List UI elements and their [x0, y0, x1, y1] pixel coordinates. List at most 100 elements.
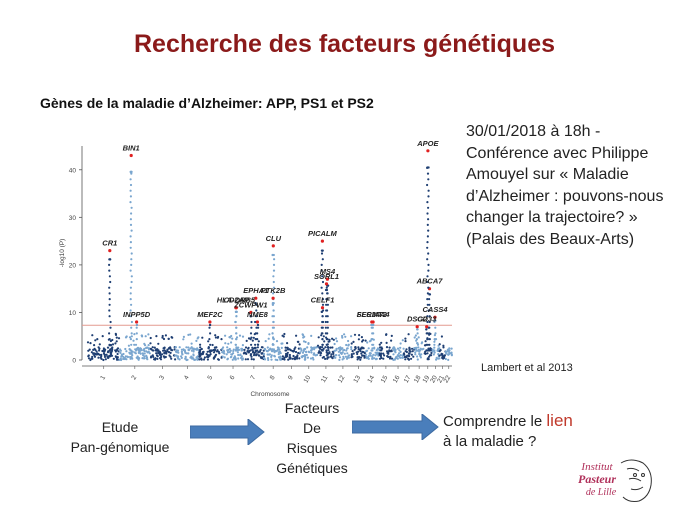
snp-point — [308, 351, 311, 354]
snp-point — [153, 346, 156, 349]
snp-point — [209, 343, 212, 346]
snp-point — [365, 349, 369, 352]
snp-point — [380, 349, 383, 352]
snp-point — [214, 334, 217, 337]
snp-point — [240, 355, 243, 358]
snp-point — [145, 356, 149, 359]
snp-point — [277, 353, 280, 356]
snp-point — [397, 352, 401, 355]
snp-point — [388, 346, 391, 349]
snp-point — [321, 292, 324, 295]
snp-point — [130, 320, 133, 324]
snp-point — [199, 348, 202, 351]
snp-point — [324, 320, 327, 324]
snp-point — [130, 258, 133, 261]
snp-point — [214, 353, 218, 356]
snp-point — [225, 353, 228, 356]
snp-point — [199, 352, 202, 355]
snp-point — [276, 348, 279, 351]
snp-point — [352, 352, 355, 355]
snp-point — [177, 355, 180, 358]
citation: Lambert et al 2013 — [481, 362, 573, 374]
snp-point — [385, 341, 388, 344]
snp-point — [328, 352, 331, 355]
snp-point — [197, 348, 200, 351]
snp-point — [177, 351, 180, 354]
snp-point — [334, 354, 337, 357]
snp-point — [412, 355, 415, 358]
snp-point — [130, 326, 133, 329]
snp-point — [359, 356, 363, 359]
snp-point — [341, 347, 344, 350]
snp-point — [229, 349, 232, 352]
snp-point — [283, 358, 286, 361]
snp-point — [272, 349, 275, 352]
snp-point — [198, 355, 201, 358]
snp-point — [112, 357, 115, 360]
snp-point — [435, 358, 438, 361]
snp-point — [296, 354, 299, 357]
snp-point — [324, 326, 327, 329]
snp-point — [310, 351, 313, 354]
snp-point — [94, 348, 97, 352]
snp-point — [397, 354, 400, 357]
snp-point — [241, 357, 244, 360]
gene-label: MEF2C — [197, 310, 223, 319]
snp-point — [371, 326, 374, 329]
snp-point — [425, 328, 428, 331]
x-tick-label: 13 — [352, 374, 362, 384]
gene-label: SORL1 — [314, 272, 339, 281]
snp-point — [86, 341, 90, 344]
snp-point — [161, 336, 164, 339]
snp-point — [130, 252, 133, 255]
gene-label: ZCWPW1 — [233, 300, 267, 309]
snp-point — [374, 358, 378, 361]
flow-step-risk-factors: Facteurs De Risques Génétiques — [262, 398, 362, 478]
snp-point — [93, 344, 96, 347]
snp-point — [416, 343, 420, 346]
snp-point — [249, 332, 253, 335]
snp-point — [108, 349, 111, 352]
snp-point — [146, 358, 149, 361]
snp-point — [129, 241, 132, 244]
lead-snp-point — [426, 149, 430, 153]
snp-point — [130, 351, 133, 354]
snp-point — [130, 263, 133, 266]
snp-point — [90, 357, 93, 360]
snp-point — [338, 354, 341, 357]
snp-point — [347, 355, 350, 358]
snp-point — [192, 353, 195, 356]
snp-point — [399, 354, 402, 357]
snp-point — [195, 339, 198, 342]
snp-point — [410, 357, 413, 360]
snp-point — [426, 292, 429, 295]
snp-point — [130, 332, 133, 335]
snp-point — [390, 339, 393, 342]
snp-point — [350, 335, 353, 338]
snp-point — [108, 275, 111, 278]
x-tick-label: 11 — [320, 374, 330, 384]
snp-point — [417, 346, 420, 349]
snp-point — [380, 346, 383, 349]
flow-step-line: à la maladie ? — [443, 433, 537, 450]
snp-point — [244, 352, 247, 355]
snp-point — [192, 347, 195, 350]
snp-point — [416, 342, 419, 345]
snp-point — [130, 206, 133, 209]
gene-label: CD2AP — [224, 296, 250, 305]
snp-point — [255, 354, 258, 357]
snp-point — [283, 332, 286, 336]
lead-snp-point — [208, 320, 212, 324]
snp-point — [135, 356, 138, 359]
snp-point — [267, 358, 270, 361]
snp-point — [129, 269, 132, 272]
snp-point — [321, 275, 324, 278]
snp-point — [302, 336, 305, 339]
snp-point — [217, 358, 220, 361]
snp-point — [254, 349, 257, 352]
snp-point — [438, 343, 441, 346]
snp-point — [171, 349, 174, 352]
lead-snp-point — [135, 320, 139, 324]
snp-point — [328, 338, 331, 341]
snp-point — [170, 336, 173, 339]
